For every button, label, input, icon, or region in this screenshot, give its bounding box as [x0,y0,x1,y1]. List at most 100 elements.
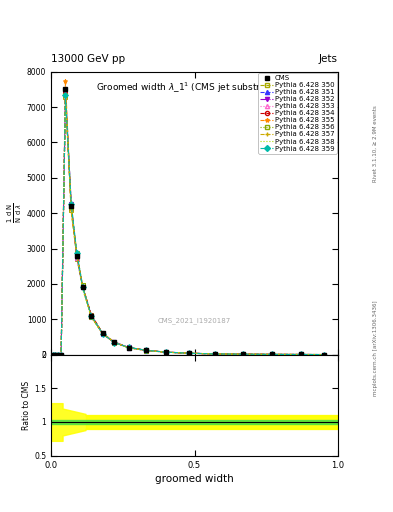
Pythia 6.428 350 [89,312,94,318]
Pythia 6.428 353 [321,351,326,357]
Pythia 6.428 356 [212,351,217,357]
Text: Groomed width $\lambda\_1^1$ (CMS jet substructure): Groomed width $\lambda\_1^1$ (CMS jet su… [96,80,293,95]
Pythia 6.428 358 [53,352,58,358]
Pythia 6.428 352 [186,350,191,356]
Pythia 6.428 354 [56,352,61,358]
CMS [75,252,79,259]
Pythia 6.428 353 [59,352,64,358]
Pythia 6.428 357 [270,351,274,357]
Pythia 6.428 351 [75,255,79,261]
Pythia 6.428 350 [69,207,73,213]
Pythia 6.428 355 [112,339,117,346]
Pythia 6.428 359 [270,351,274,357]
Text: Rivet 3.1.10, ≥ 2.9M events: Rivet 3.1.10, ≥ 2.9M events [373,105,378,182]
CMS [163,349,168,355]
Pythia 6.428 359 [80,284,85,290]
Pythia 6.428 356 [89,314,94,321]
Pythia 6.428 359 [56,352,61,358]
Pythia 6.428 356 [126,345,131,351]
Y-axis label: Ratio to CMS: Ratio to CMS [22,380,31,430]
Pythia 6.428 357 [321,351,326,357]
Pythia 6.428 351 [186,350,191,356]
Pythia 6.428 351 [53,352,58,358]
Pythia 6.428 359 [50,352,55,358]
Pythia 6.428 353 [163,349,168,355]
Pythia 6.428 355 [100,331,105,337]
CMS [270,351,274,357]
Pythia 6.428 355 [321,351,326,357]
Pythia 6.428 356 [69,204,73,210]
Pythia 6.428 351 [69,200,73,206]
Pythia 6.428 359 [143,347,148,353]
Pythia 6.428 352 [241,351,246,357]
CMS [212,351,217,357]
Pythia 6.428 353 [75,255,79,262]
Pythia 6.428 355 [298,351,303,357]
Pythia 6.428 351 [321,351,326,357]
Pythia 6.428 353 [126,345,131,351]
Pythia 6.428 359 [112,339,117,346]
Pythia 6.428 350 [298,351,303,357]
Pythia 6.428 356 [321,351,326,357]
Pythia 6.428 351 [80,284,85,290]
CMS [63,87,68,93]
Pythia 6.428 350 [126,344,131,350]
Pythia 6.428 354 [143,347,148,353]
Pythia 6.428 357 [100,331,105,337]
Pythia 6.428 358 [100,330,105,336]
Line: Pythia 6.428 350: Pythia 6.428 350 [50,95,326,357]
Pythia 6.428 358 [270,351,274,357]
Pythia 6.428 352 [63,92,68,98]
Pythia 6.428 355 [80,283,85,289]
Line: Pythia 6.428 357: Pythia 6.428 357 [50,92,326,357]
Pythia 6.428 355 [163,349,168,355]
Pythia 6.428 357 [59,352,64,358]
Pythia 6.428 356 [143,348,148,354]
Pythia 6.428 358 [212,351,217,357]
Pythia 6.428 350 [186,350,191,356]
Pythia 6.428 351 [163,349,168,355]
Pythia 6.428 357 [143,348,148,354]
Pythia 6.428 353 [186,350,191,356]
Line: Pythia 6.428 351: Pythia 6.428 351 [50,88,326,357]
Pythia 6.428 354 [63,90,68,96]
Pythia 6.428 350 [50,352,55,358]
Pythia 6.428 356 [241,351,246,357]
Pythia 6.428 357 [163,349,168,355]
Pythia 6.428 350 [212,351,217,357]
Pythia 6.428 354 [212,351,217,357]
Pythia 6.428 357 [50,352,55,358]
Pythia 6.428 354 [112,339,117,346]
Pythia 6.428 355 [50,352,55,358]
Pythia 6.428 351 [143,348,148,354]
Pythia 6.428 356 [270,351,274,357]
Pythia 6.428 357 [212,351,217,357]
Pythia 6.428 354 [69,205,73,211]
Pythia 6.428 354 [89,311,94,317]
Pythia 6.428 353 [212,351,217,357]
CMS [298,351,303,357]
Pythia 6.428 354 [126,345,131,351]
Pythia 6.428 355 [89,313,94,319]
Pythia 6.428 353 [112,339,117,345]
Pythia 6.428 356 [112,339,117,346]
Pythia 6.428 357 [75,252,79,258]
Pythia 6.428 351 [298,351,303,357]
Pythia 6.428 354 [186,350,191,356]
Pythia 6.428 351 [63,87,68,93]
Pythia 6.428 357 [56,352,61,358]
Pythia 6.428 353 [56,352,61,358]
Pythia 6.428 357 [126,345,131,351]
Line: CMS: CMS [63,87,326,357]
Pythia 6.428 351 [59,352,64,358]
Pythia 6.428 353 [53,352,58,358]
Pythia 6.428 356 [56,352,61,358]
CMS [186,350,191,356]
Pythia 6.428 358 [59,352,64,358]
Pythia 6.428 352 [163,349,168,355]
Pythia 6.428 358 [126,345,131,351]
Pythia 6.428 358 [63,95,68,101]
Pythia 6.428 355 [69,206,73,212]
Pythia 6.428 356 [59,352,64,358]
Pythia 6.428 350 [241,351,246,357]
